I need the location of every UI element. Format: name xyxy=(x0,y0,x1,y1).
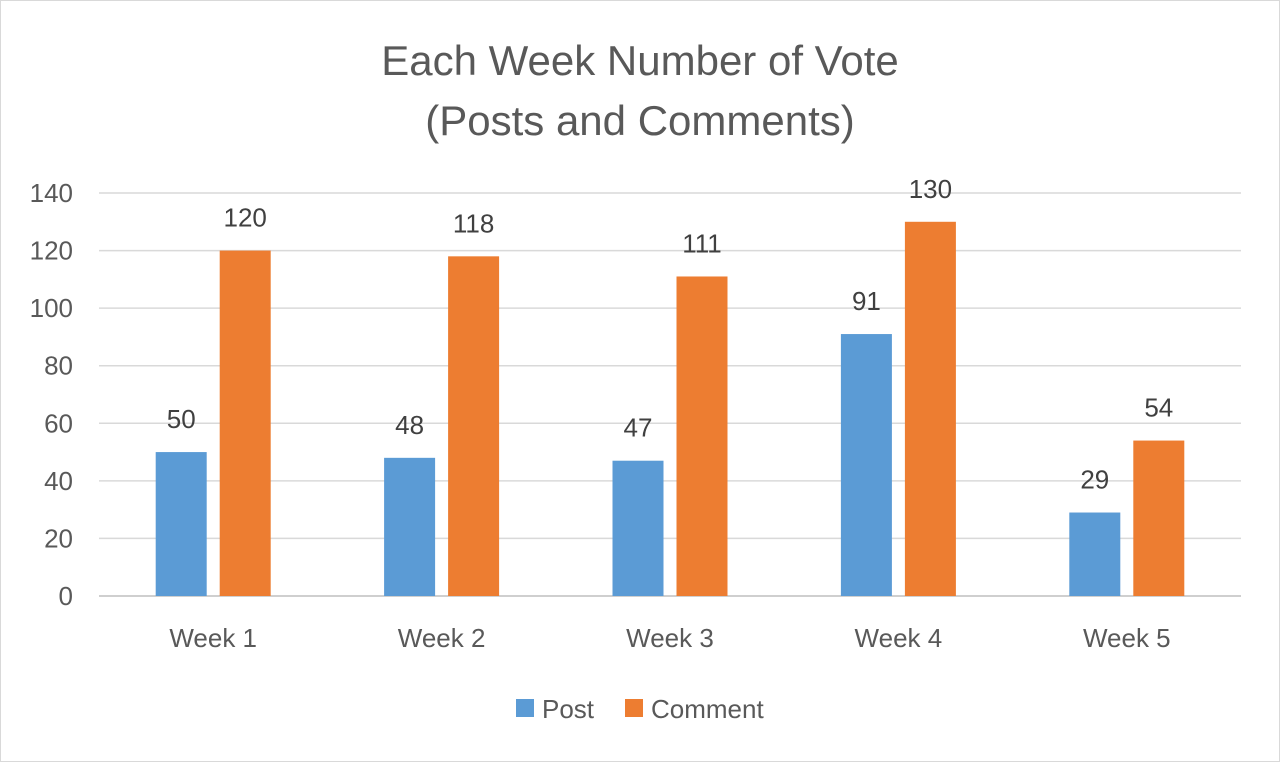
data-label: 111 xyxy=(682,228,722,258)
y-axis: 0 20 40 60 80 100 120 140 xyxy=(30,178,73,611)
x-category-label: Week 2 xyxy=(398,623,486,653)
data-label: 29 xyxy=(1080,465,1109,495)
data-label: 120 xyxy=(224,203,267,233)
data-label: 118 xyxy=(453,208,494,238)
chart-title: Each Week Number of Vote xyxy=(381,37,899,84)
bar-post-5 xyxy=(1069,512,1121,596)
data-labels: 50 120 48 118 47 111 91 130 29 54 xyxy=(167,174,1174,495)
bar-comment-4 xyxy=(904,221,956,597)
x-category-label: Week 1 xyxy=(169,623,257,653)
bar-post-3 xyxy=(612,460,664,596)
y-tick-label: 0 xyxy=(59,581,73,611)
x-category-label: Week 5 xyxy=(1083,623,1171,653)
legend-swatch-post xyxy=(516,699,534,717)
bars xyxy=(155,221,1185,597)
bar-comment-1 xyxy=(219,250,271,597)
bar-comment-5 xyxy=(1133,440,1185,596)
y-tick-label: 80 xyxy=(44,351,73,381)
data-label: 48 xyxy=(395,410,424,440)
legend: Post Comment xyxy=(516,694,764,724)
data-label: 50 xyxy=(167,404,196,434)
y-tick-label: 120 xyxy=(30,236,73,266)
y-tick-label: 20 xyxy=(44,523,73,553)
x-axis: Week 1 Week 2 Week 3 Week 4 Week 5 xyxy=(169,623,1170,653)
x-category-label: Week 4 xyxy=(855,623,943,653)
bar-post-2 xyxy=(384,457,436,596)
legend-label-post: Post xyxy=(542,694,595,724)
legend-swatch-comment xyxy=(625,699,643,717)
gridlines xyxy=(99,192,1241,597)
y-tick-label: 60 xyxy=(44,408,73,438)
bar-comment-2 xyxy=(448,256,500,596)
data-label: 130 xyxy=(909,174,952,204)
legend-label-comment: Comment xyxy=(651,694,764,724)
bar-comment-3 xyxy=(676,276,728,596)
chart-subtitle: (Posts and Comments) xyxy=(425,97,854,144)
data-label: 47 xyxy=(624,413,653,443)
bar-post-4 xyxy=(840,334,892,596)
y-tick-label: 40 xyxy=(44,466,73,496)
x-category-label: Week 3 xyxy=(626,623,714,653)
y-tick-label: 140 xyxy=(30,178,73,208)
data-label: 54 xyxy=(1144,393,1173,423)
data-label: 91 xyxy=(852,286,881,316)
bar-post-1 xyxy=(155,452,207,596)
y-tick-label: 100 xyxy=(30,293,73,323)
